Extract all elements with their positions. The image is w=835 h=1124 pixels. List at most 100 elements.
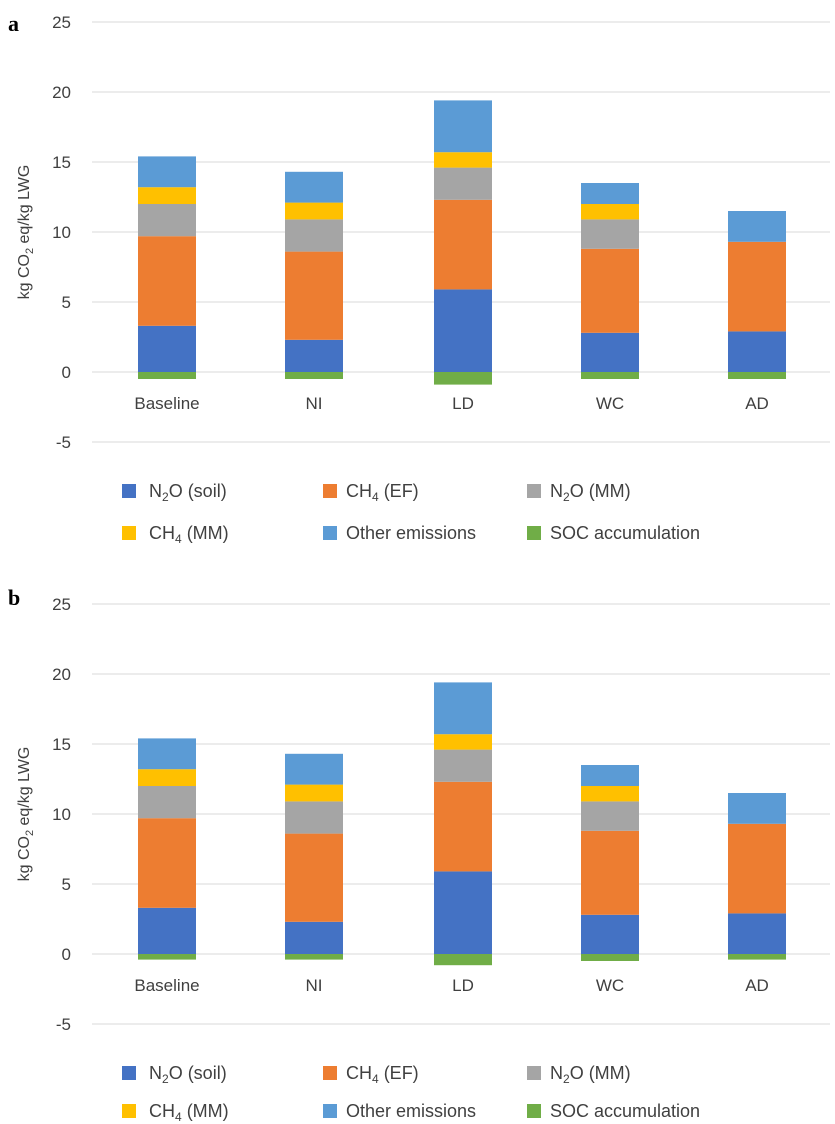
y-tick-label: 5 [62,875,71,894]
legend-swatch [527,1066,541,1080]
bar-segment-ni-ch-mm [285,784,343,802]
bar-segment-ld-other-emissions [434,682,492,735]
bar-segment-baseline-ch-mm [138,769,196,786]
y-tick-label: 25 [52,595,71,614]
bar-segment-ni-other-emissions [285,171,343,203]
bar-segment-ni-ch-ef [285,251,343,340]
bar-segment-baseline-ch-ef [138,818,196,908]
bar-segment-ni-other-emissions [285,753,343,785]
legend-label: SOC accumulation [550,1101,700,1121]
bar-segment-ni-ch-ef [285,833,343,922]
legend-label: SOC accumulation [550,523,700,543]
bar-segment-baseline-ch-ef [138,236,196,326]
legend-swatch [527,1104,541,1118]
chart-panel-a: a 25 20 15 10 5 0 -5 kg CO2 eq/kg LWG Baseline NI L… [8,11,830,546]
bar-segment-wc-ch-mm [581,786,639,802]
bar-segment-wc-other-emissions [581,183,639,204]
x-category-label: NI [306,394,323,413]
bar-segment-baseline-n-o-mm [138,204,196,237]
legend-swatch [122,484,136,498]
y-tick-label: 25 [52,13,71,32]
x-category-label: LD [452,976,474,995]
legend-swatch [323,526,337,540]
bar-segment-ld-other-emissions [434,100,492,153]
y-tick-label: -5 [56,1015,71,1034]
y-axis-label: kg CO2 eq/kg LWG [16,165,36,300]
bar-segment-ad-other-emissions [728,793,786,824]
bar-segment-ni-n-o-mm [285,219,343,252]
y-tick-label: 15 [52,153,71,172]
bar-segment-ni-ch-mm [285,202,343,220]
bar-segment-ni-n-o-mm [285,801,343,834]
bar-segment-ni-n-o-soil [285,339,343,372]
legend-label: CH4 (EF) [346,481,419,504]
bar-segment-ld-n-o-mm [434,749,492,782]
x-category-label: Baseline [134,394,199,413]
bar-segment-wc-n-o-mm [581,219,639,249]
bar-segment-ni-soc-accumulation [285,954,343,960]
bar-segment-ld-soc-accumulation [434,372,492,385]
bar-segment-baseline-soc-accumulation [138,954,196,960]
legend-label: CH4 (MM) [149,523,229,546]
bar-segment-ad-soc-accumulation [728,954,786,960]
bar-segment-ad-other-emissions [728,211,786,242]
bar-segment-wc-ch-ef [581,830,639,915]
bar-segment-ni-soc-accumulation [285,372,343,379]
legend-label: CH4 (EF) [346,1063,419,1086]
legend-swatch [122,1066,136,1080]
bar-segment-ad-n-o-soil [728,913,786,954]
y-tick-label: 0 [62,363,71,382]
bar-segment-wc-n-o-mm [581,801,639,831]
legend-swatch [323,1104,337,1118]
bar-segment-baseline-other-emissions [138,738,196,770]
bar-segment-baseline-soc-accumulation [138,372,196,379]
panel-label: a [8,11,19,36]
bar-segment-baseline-n-o-soil [138,907,196,954]
bar-segment-wc-n-o-soil [581,914,639,954]
bar-segment-ad-ch-ef [728,823,786,914]
bar-segment-ad-ch-ef [728,241,786,332]
x-category-label: WC [596,394,624,413]
x-category-label: Baseline [134,976,199,995]
bar-segment-ld-n-o-soil [434,289,492,372]
x-category-label: AD [745,976,769,995]
bar-segment-baseline-n-o-soil [138,325,196,372]
legend-label: N2O (soil) [149,1063,227,1086]
legend-swatch [323,1066,337,1080]
chart-panel-b: b 25 20 15 10 5 0 -5 kg CO2 eq/kg LWG Baseline NI L… [8,585,830,1124]
x-category-label: WC [596,976,624,995]
legend-label: N2O (MM) [550,481,631,504]
bar-segment-ld-n-o-mm [434,167,492,200]
bar-segment-baseline-n-o-mm [138,786,196,819]
bar-segment-ad-soc-accumulation [728,372,786,379]
legend-label: CH4 (MM) [149,1101,229,1124]
bar-segment-ld-n-o-soil [434,871,492,954]
bar-segment-ld-soc-accumulation [434,954,492,966]
legend-swatch [527,484,541,498]
panel-label: b [8,585,20,610]
x-category-label: NI [306,976,323,995]
bar-segment-ld-ch-ef [434,199,492,290]
bar-segment-baseline-ch-mm [138,187,196,204]
bar-segment-ld-ch-mm [434,152,492,168]
legend-label: N2O (soil) [149,481,227,504]
bar-segment-wc-ch-ef [581,248,639,333]
legend-swatch [323,484,337,498]
bar-segment-ad-n-o-soil [728,331,786,372]
y-tick-label: 0 [62,945,71,964]
bar-segment-wc-soc-accumulation [581,372,639,379]
bar-segment-wc-other-emissions [581,765,639,786]
bar-segment-wc-ch-mm [581,204,639,220]
y-axis-label: kg CO2 eq/kg LWG [16,747,36,882]
bar-segment-ld-ch-ef [434,781,492,872]
x-category-label: AD [745,394,769,413]
legend-label: Other emissions [346,1101,476,1121]
x-category-label: LD [452,394,474,413]
bar-segment-wc-soc-accumulation [581,954,639,961]
y-tick-label: 10 [52,805,71,824]
legend-label: Other emissions [346,523,476,543]
y-tick-label: 15 [52,735,71,754]
bar-segment-wc-n-o-soil [581,332,639,372]
y-tick-label: 20 [52,83,71,102]
